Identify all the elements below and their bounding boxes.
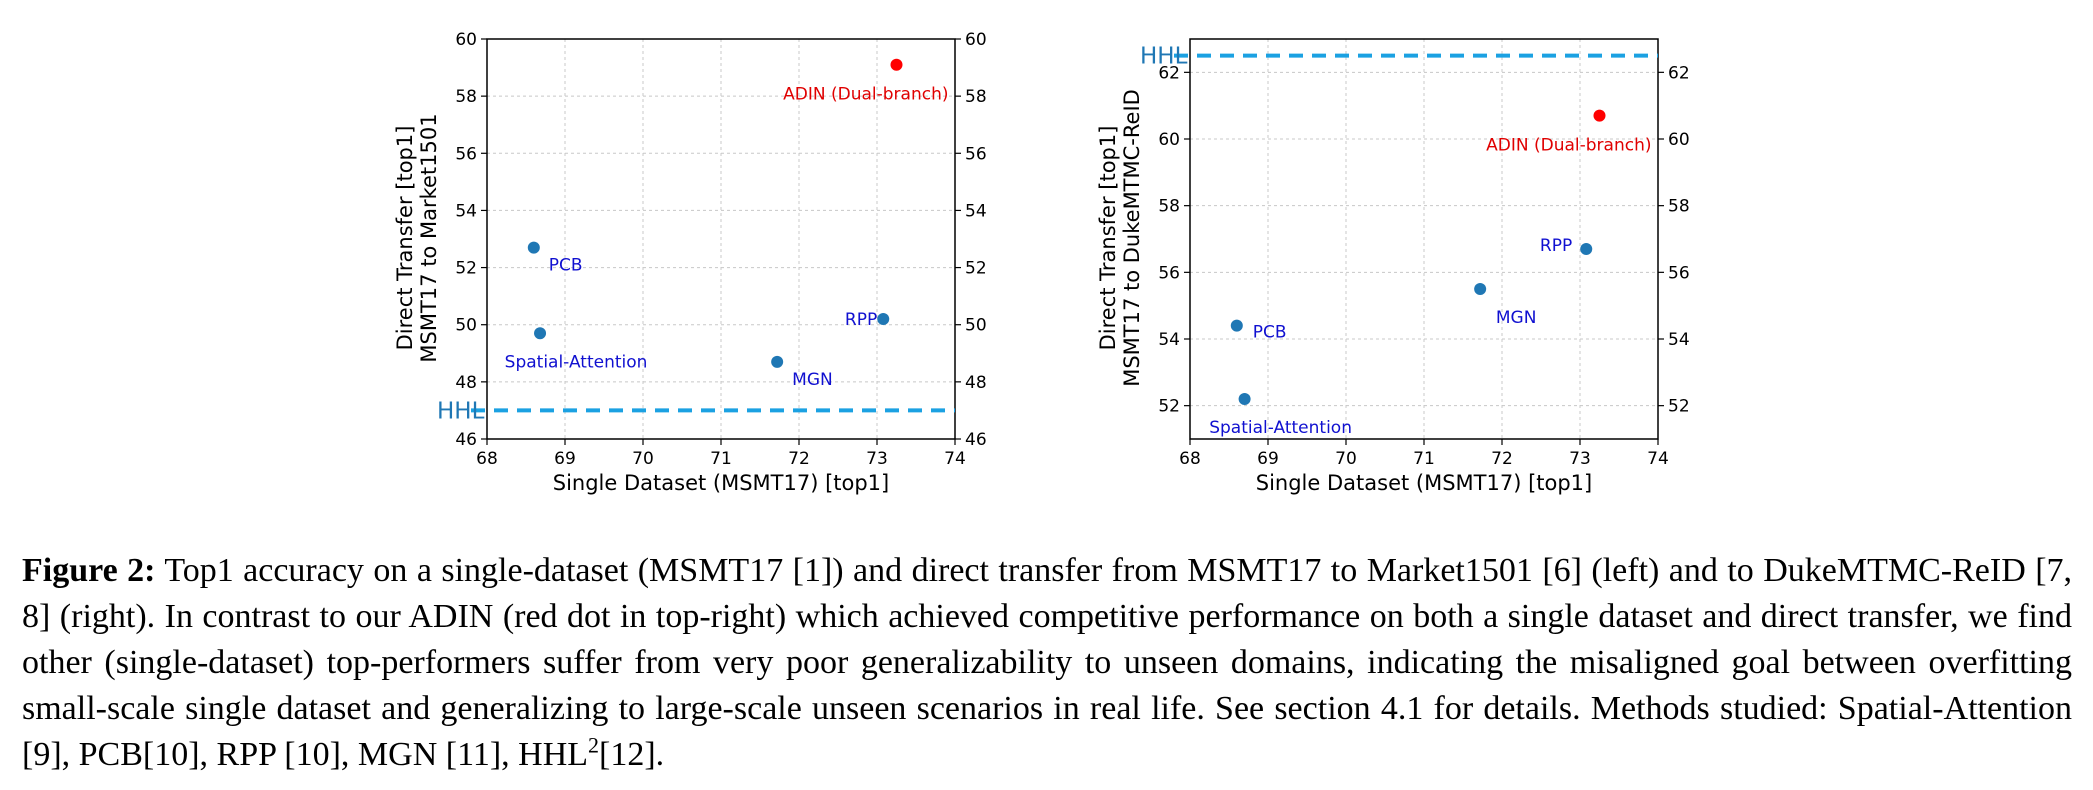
y-tick-label-right: 48 [965, 373, 987, 393]
x-tick-label: 68 [476, 449, 498, 469]
y-axis-label-line2: MSMT17 to DukeMTMC-ReID [1120, 89, 1144, 387]
hhl-label: HHL [437, 398, 485, 424]
caption-text: Top1 accuracy on a single-dataset (MSMT1… [22, 552, 2073, 773]
y-tick-label: 52 [455, 259, 477, 279]
x-axis-label: Single Dataset (MSMT17) [top1] [553, 471, 889, 495]
data-point [1238, 393, 1251, 405]
y-tick-label-right: 50 [965, 316, 987, 336]
y-axis-label-line2: MSMT17 to Market1501 [417, 113, 441, 362]
x-tick-label: 74 [1647, 449, 1669, 469]
data-point [890, 58, 903, 71]
y-axis-label-line1: Direct Transfer [top1] [1096, 126, 1120, 351]
figure-caption: Figure 2: Top1 accuracy on a single-data… [22, 548, 2072, 778]
y-tick-label: 54 [1158, 330, 1180, 350]
x-tick-label: 73 [1569, 449, 1591, 469]
y-tick-label: 50 [455, 316, 477, 336]
data-point [1230, 319, 1243, 332]
point-label: ADIN (Dual-branch) [783, 85, 948, 105]
x-axis-label: Single Dataset (MSMT17) [top1] [1256, 471, 1592, 495]
y-tick-label: 62 [1158, 63, 1180, 83]
y-tick-label: 48 [455, 373, 477, 393]
point-label: ADIN (Dual-branch) [1486, 136, 1651, 156]
data-point [534, 327, 547, 340]
caption-text-end: [12]. [599, 736, 665, 773]
y-tick-label-right: 52 [1668, 397, 1690, 417]
y-tick-label-right: 56 [1668, 263, 1690, 283]
x-tick-label: 70 [632, 449, 654, 469]
y-tick-label-right: 54 [1668, 330, 1690, 350]
figure-2: 68 69 70 71 72 73 74 46 46 48 48 50 50 52 52 54 54 56 56 58… [393, 30, 1690, 495]
y-tick-label-right: 58 [1668, 197, 1690, 217]
y-tick-label: 46 [455, 430, 477, 450]
y-tick-label: 60 [1158, 130, 1180, 150]
y-tick-label: 52 [1158, 397, 1180, 417]
point-label: PCB [549, 256, 583, 276]
y-tick-label-right: 58 [965, 87, 987, 107]
y-tick-label: 56 [455, 144, 477, 164]
y-tick-label: 58 [1158, 197, 1180, 217]
x-tick-label: 68 [1179, 449, 1201, 469]
x-tick-label: 72 [788, 449, 810, 469]
point-label: Spatial-Attention [1209, 418, 1352, 438]
y-tick-label-right: 56 [965, 144, 987, 164]
chart-right: 68 69 70 71 72 73 74 52 52 54 54 56 56 58 58 60 60 62 62 Si… [1096, 38, 1690, 495]
point-label: RPP [1540, 236, 1572, 256]
y-axis-label-line1: Direct Transfer [top1] [393, 126, 417, 351]
x-tick-label: 71 [710, 449, 732, 469]
data-point [877, 313, 890, 325]
caption-label: Figure 2: [22, 552, 156, 589]
y-tick-label-right: 62 [1668, 63, 1690, 83]
caption-superscript: 2 [588, 732, 600, 758]
x-tick-label: 70 [1335, 449, 1357, 469]
x-tick-label: 69 [554, 449, 576, 469]
x-tick-label: 73 [866, 449, 888, 469]
y-tick-label-right: 54 [965, 201, 987, 221]
x-tick-label: 71 [1413, 449, 1435, 469]
point-label: MGN [792, 370, 833, 390]
y-tick-label: 54 [455, 201, 477, 221]
x-tick-label: 72 [1491, 449, 1513, 469]
y-tick-label-right: 60 [965, 30, 987, 50]
y-tick-label: 60 [455, 30, 477, 50]
point-label: Spatial-Attention [505, 352, 648, 372]
y-tick-label: 56 [1158, 263, 1180, 283]
y-tick-label-right: 46 [965, 430, 987, 450]
y-tick-label: 58 [455, 87, 477, 107]
point-label: PCB [1253, 323, 1287, 343]
y-tick-label-right: 52 [965, 259, 987, 279]
data-point [1474, 283, 1487, 295]
point-label: RPP [845, 310, 877, 330]
data-point [1593, 109, 1606, 122]
point-label: MGN [1496, 308, 1537, 328]
y-tick-label-right: 60 [1668, 130, 1690, 150]
data-point [527, 241, 540, 254]
data-point [1580, 243, 1593, 255]
x-tick-label: 69 [1257, 449, 1279, 469]
x-tick-label: 74 [944, 449, 966, 469]
hhl-label: HHL [1140, 44, 1188, 70]
data-point [771, 355, 784, 368]
